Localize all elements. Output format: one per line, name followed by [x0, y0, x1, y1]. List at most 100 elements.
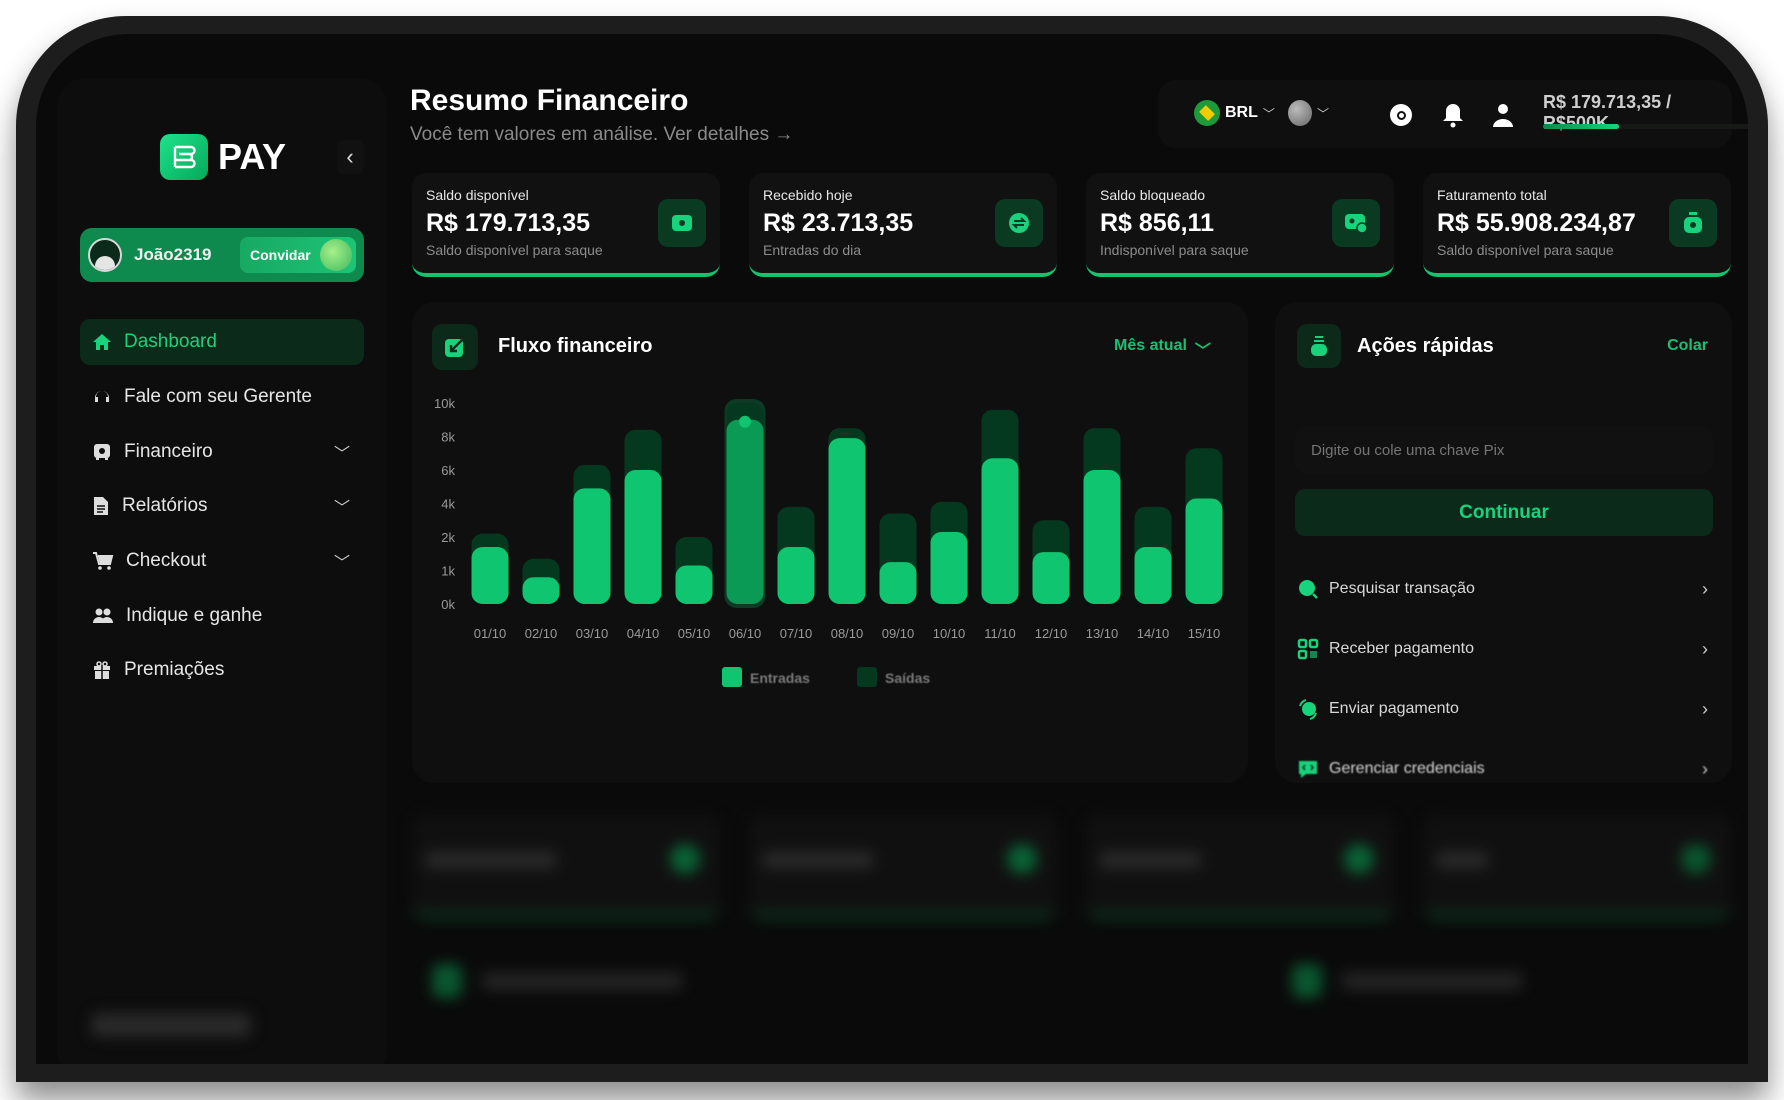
quick-action-label: Enviar pagamento	[1329, 700, 1459, 717]
bar-entradas	[1185, 498, 1223, 604]
x-tick-label: 15/10	[1188, 626, 1221, 641]
x-tick-label: 05/10	[678, 626, 711, 641]
logo-icon	[160, 134, 208, 180]
gift-icon	[94, 661, 110, 679]
qr-code-icon	[1297, 638, 1319, 660]
quick-action-search-transaction[interactable]: Pesquisar transação ›	[1297, 569, 1708, 609]
bar-entradas	[624, 470, 662, 604]
x-tick-label: 13/10	[1086, 626, 1119, 641]
blurred-card	[749, 814, 1057, 919]
legend-swatch-entradas	[722, 667, 742, 687]
currency-selector[interactable]: BRL ﹀	[1194, 100, 1275, 126]
quick-action-receive-payment[interactable]: Receber pagamento ›	[1297, 629, 1708, 669]
bar-entradas	[1083, 470, 1121, 604]
sidebar-item-gerente[interactable]: Fale com seu Gerente	[80, 374, 364, 420]
sidebar-item-indique[interactable]: Indique e ganhe	[80, 593, 364, 639]
bar-entradas	[675, 565, 713, 604]
bar-entradas	[1032, 552, 1070, 604]
card-value: R$ 179.713,35	[426, 209, 591, 237]
sidebar-item-premiacoes[interactable]: Premiações	[80, 647, 364, 693]
chevron-down-icon: ﹀	[333, 446, 350, 463]
limit-progress-bar	[1543, 124, 1748, 129]
analysis-details-link[interactable]: Você tem valores em análise. Ver detalhe…	[410, 124, 794, 145]
bar-entradas	[471, 547, 509, 604]
bar-entradas	[930, 531, 968, 604]
brand-name: PAY	[218, 136, 287, 177]
chevron-down-icon: ﹀	[1262, 106, 1275, 121]
period-label: Mês atual	[1114, 337, 1187, 354]
chevron-down-icon: ﹀	[333, 555, 350, 572]
currency-label: BRL	[1225, 104, 1258, 121]
invite-button[interactable]: Convidar	[240, 237, 356, 273]
quick-action-label: Receber pagamento	[1329, 640, 1474, 657]
x-tick-label: 08/10	[831, 626, 864, 641]
user-card[interactable]: João2319 Convidar	[80, 228, 364, 282]
stat-card-saldo-bloqueado: Saldo bloqueado R$ 856,11 Indisponível p…	[1086, 173, 1394, 277]
card-subtitle: Saldo disponível para saque	[1437, 242, 1614, 258]
stat-card-faturamento-total: Faturamento total R$ 55.908.234,87 Saldo…	[1423, 173, 1731, 277]
language-selector[interactable]: ﹀	[1288, 100, 1329, 126]
x-tick-label: 03/10	[576, 626, 609, 641]
invite-people-icon	[320, 239, 352, 271]
blocked-wallet-icon	[1332, 199, 1380, 247]
card-subtitle: Indisponível para saque	[1100, 242, 1249, 258]
card-value: R$ 55.908.234,87	[1437, 209, 1636, 237]
pix-key-input[interactable]	[1295, 427, 1713, 473]
x-tick-label: 06/10	[729, 626, 762, 641]
invite-label: Convidar	[250, 247, 311, 263]
search-icon	[1299, 580, 1318, 599]
money-bag-icon	[1669, 199, 1717, 247]
quick-action-manage-credentials[interactable]: Gerenciar credenciais ›	[1297, 749, 1708, 789]
y-tick-label: 0k	[441, 597, 455, 612]
bar-entradas	[879, 562, 917, 604]
sidebar-item-label: Financeiro	[124, 441, 213, 462]
period-selector[interactable]: Mês atual ﹀	[1114, 337, 1211, 361]
quick-actions-title: Ações rápidas	[1357, 335, 1494, 357]
sidebar-item-financeiro[interactable]: Financeiro ﹀	[80, 429, 364, 475]
chevron-right-icon: ›	[1702, 698, 1708, 719]
logo: PAY	[160, 134, 286, 180]
wallet-icon	[658, 199, 706, 247]
card-label: Saldo disponível	[426, 187, 529, 203]
sidebar-item-checkout[interactable]: Checkout ﹀	[80, 538, 364, 584]
collapse-sidebar-button[interactable]: ‹	[337, 140, 363, 174]
sidebar-item-label: Indique e ganhe	[126, 605, 263, 626]
flow-title: Fluxo financeiro	[498, 335, 653, 357]
card-label: Saldo bloqueado	[1100, 187, 1206, 203]
user-icon[interactable]	[1492, 102, 1514, 128]
y-tick-label: 1k	[441, 564, 455, 579]
bar-entradas	[828, 438, 866, 604]
x-tick-label: 07/10	[780, 626, 813, 641]
blurred-lower-content	[412, 814, 1732, 1064]
cash-flow-panel: Fluxo financeiro Mês atual ﹀ 0k 1k 2k 4k 6k 8k…	[412, 302, 1248, 783]
bell-icon[interactable]	[1442, 102, 1464, 128]
bar-entradas	[777, 547, 815, 604]
chevron-down-icon: ﹀	[333, 500, 350, 517]
paste-button[interactable]: Colar	[1667, 337, 1708, 354]
sidebar-footer-blurred	[91, 1013, 251, 1037]
safe-icon	[94, 444, 110, 460]
header-toolbar: BRL ﹀ ﹀ R$ 179.713,35 / R$500K	[1158, 80, 1748, 148]
screen: PAY ‹ João2319 Convidar Dashboard Fale c…	[36, 34, 1748, 1064]
bar-entradas	[726, 419, 764, 604]
legend-label: Entradas	[750, 670, 810, 686]
bar-entradas	[1134, 547, 1172, 604]
quick-action-send-payment[interactable]: Enviar pagamento ›	[1297, 689, 1708, 729]
limit-progress-fill	[1543, 124, 1619, 129]
y-tick-label: 2k	[441, 530, 455, 545]
sidebar-item-relatorios[interactable]: Relatórios ﹀	[80, 483, 364, 529]
chevron-down-icon: ﹀	[1317, 106, 1330, 121]
stat-card-recebido-hoje: Recebido hoje R$ 23.713,35 Entradas do d…	[749, 173, 1057, 277]
continue-button[interactable]: Continuar	[1295, 489, 1713, 536]
flow-icon	[432, 324, 478, 370]
sidebar: PAY ‹ João2319 Convidar Dashboard Fale c…	[57, 78, 387, 1064]
avatar	[88, 238, 122, 272]
legend-swatch-saídas	[857, 667, 877, 687]
sidebar-item-label: Relatórios	[122, 495, 208, 516]
eye-icon[interactable]	[1390, 104, 1412, 126]
headset-icon	[95, 391, 109, 402]
send-icon	[1299, 699, 1317, 720]
chevron-down-icon: ﹀	[1194, 343, 1211, 360]
sidebar-item-dashboard[interactable]: Dashboard	[80, 319, 364, 365]
card-label: Faturamento total	[1437, 187, 1547, 203]
